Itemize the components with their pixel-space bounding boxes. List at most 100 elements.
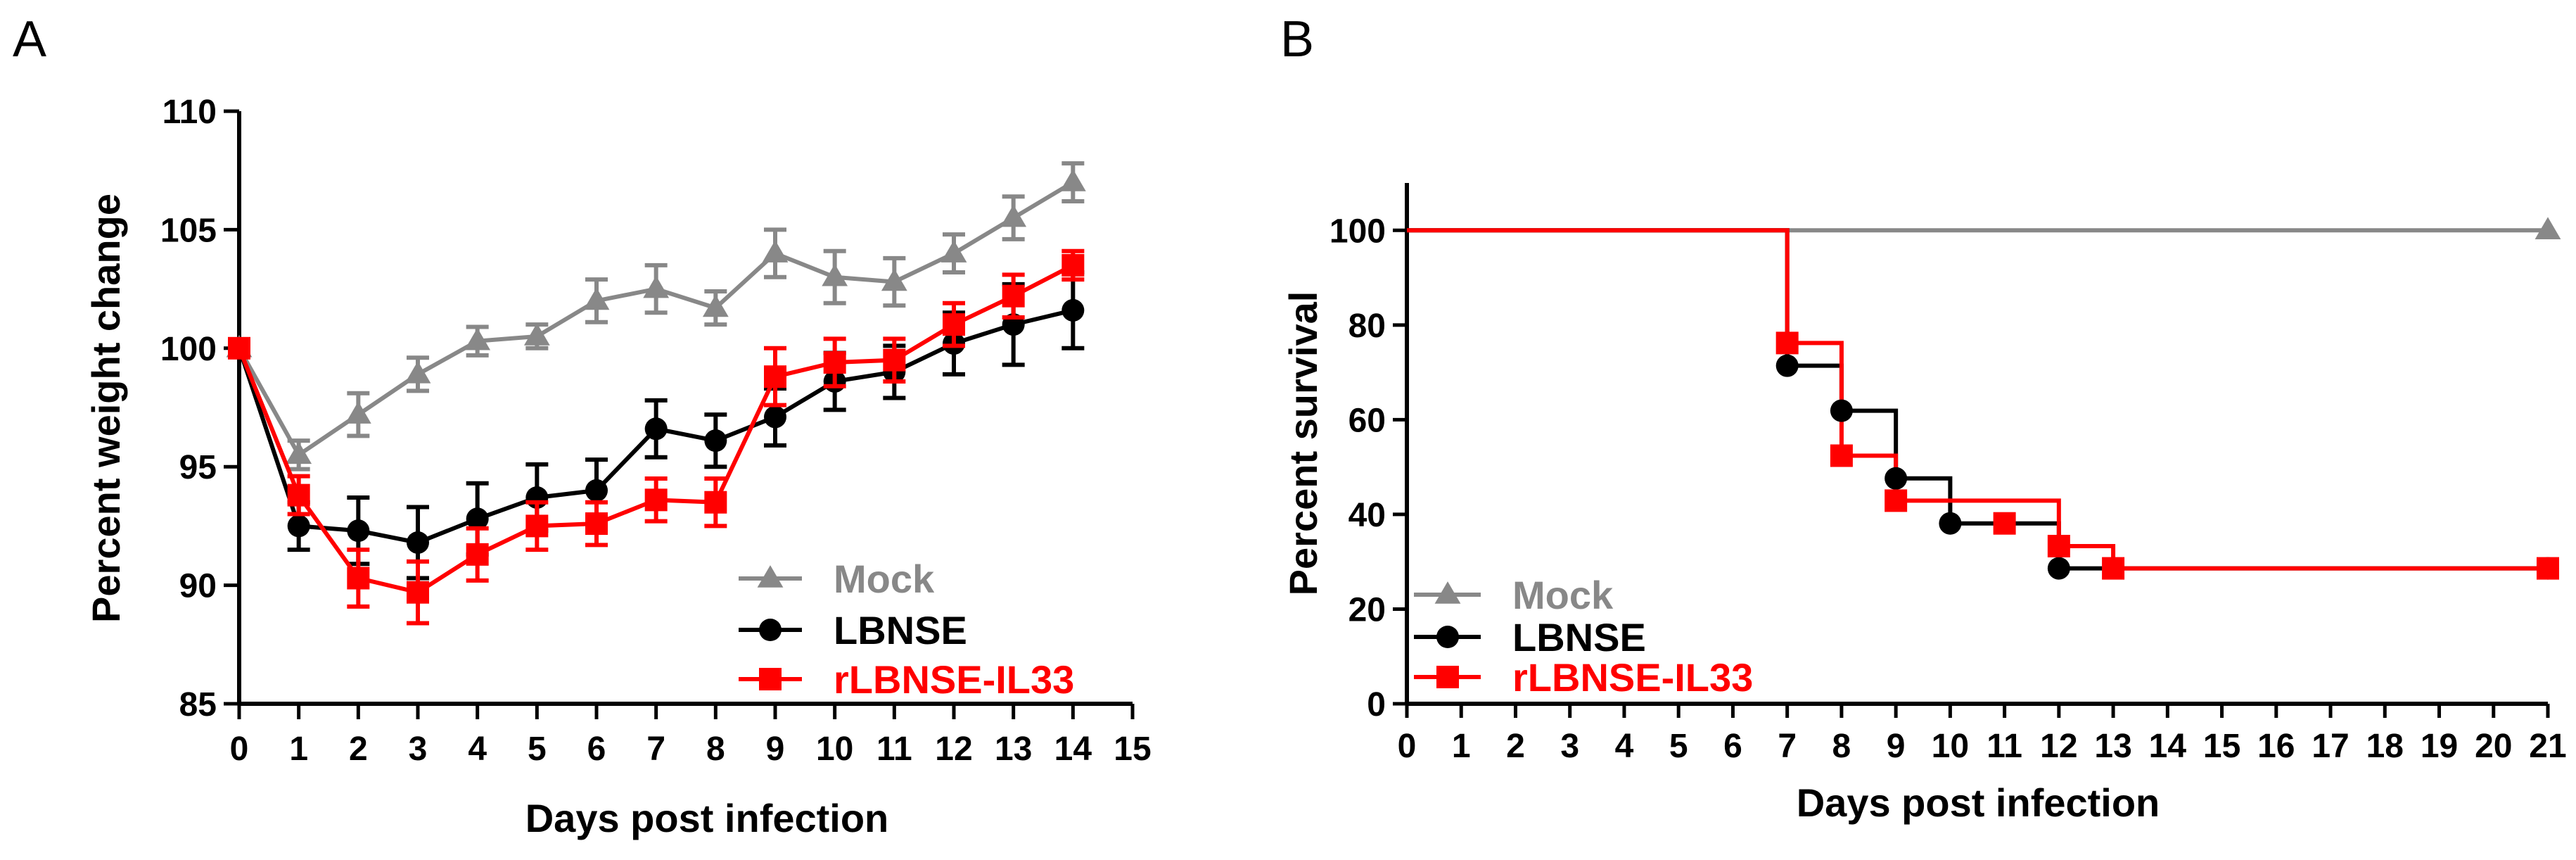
panel-a-point-lbnse bbox=[585, 479, 608, 502]
panel-a-point-mock bbox=[464, 327, 491, 350]
panel-b-y-tick-label: 80 bbox=[1348, 308, 1386, 345]
panel-b-x-tick-label: 7 bbox=[1778, 728, 1797, 765]
panel-a-y-tick-label: 90 bbox=[179, 568, 217, 605]
panel-b-point-mock bbox=[2534, 217, 2561, 240]
panel-a-point-lbnse bbox=[466, 507, 489, 531]
panel-a-y-axis-title: Percent weight change bbox=[84, 194, 128, 623]
panel-a-x-axis-title: Days post infection bbox=[525, 796, 889, 840]
panel-a-x-tick-label: 14 bbox=[1054, 731, 1092, 768]
panel-a: A 0 1 2 3 4 5 6 7 8 9 10 11 12 13 14 15859095100105110 … bbox=[13, 11, 1152, 840]
panel-b-curve-lbnse bbox=[1407, 228, 2548, 571]
panel-a-x-tick-label: 3 bbox=[409, 731, 428, 768]
panel-b-point-lbnse bbox=[1775, 354, 1799, 377]
panel-a-point-rlbnse-il33 bbox=[585, 512, 608, 536]
panel-a-point-lbnse bbox=[644, 417, 668, 441]
panel-a-point-mock bbox=[404, 361, 431, 384]
panel-b-point-rlbnse-il33 bbox=[2047, 534, 2070, 557]
legend-b-marker-mock bbox=[1434, 581, 1461, 604]
panel-a-point-rlbnse-il33 bbox=[764, 365, 786, 388]
panel-b-point-rlbnse-il33 bbox=[1993, 512, 2016, 535]
panel-b-letter: B bbox=[1280, 11, 1314, 68]
legend-b-label-rlbnse-il33: rLBNSE-IL33 bbox=[1512, 655, 1753, 700]
panel-a-point-mock bbox=[822, 263, 848, 286]
panel-b-y-tick-label: 60 bbox=[1348, 402, 1386, 439]
panel-b-point-rlbnse-il33 bbox=[1775, 331, 1799, 355]
panel-b-x-tick-label: 16 bbox=[2257, 728, 2295, 765]
panel-b-x-tick-label: 15 bbox=[2203, 728, 2240, 765]
panel-b-x-tick-label: 12 bbox=[2040, 728, 2077, 765]
panel-a-point-rlbnse-il33 bbox=[704, 491, 727, 514]
panel-a-x-tick-label: 9 bbox=[766, 731, 785, 768]
panel-b-x-tick-label: 20 bbox=[2475, 728, 2512, 765]
panel-a-point-mock bbox=[1059, 169, 1086, 191]
panel-a-point-mock bbox=[702, 294, 729, 317]
panel-b-point-rlbnse-il33 bbox=[2102, 557, 2125, 580]
panel-a-point-lbnse bbox=[764, 405, 786, 429]
panel-b-y-tick-label: 100 bbox=[1330, 213, 1386, 250]
panel-b-x-tick-label: 6 bbox=[1723, 728, 1742, 765]
panel-a-point-lbnse bbox=[347, 519, 370, 543]
panel-a-x-tick-label: 7 bbox=[646, 731, 665, 768]
panel-a-point-lbnse bbox=[1061, 298, 1085, 322]
panel-a-point-rlbnse-il33 bbox=[347, 567, 370, 590]
panel-a-x-tick-label: 8 bbox=[706, 731, 725, 768]
panel-a-point-rlbnse-il33 bbox=[228, 336, 250, 360]
panel-a-point-lbnse bbox=[704, 429, 727, 453]
legend-a-label-lbnse: LBNSE bbox=[834, 608, 967, 652]
panel-b-x-tick-label: 5 bbox=[1669, 728, 1688, 765]
panel-a-legend: Mock LBNSE rLBNSE-IL33 bbox=[739, 557, 1074, 702]
panel-b-x-tick-label: 18 bbox=[2366, 728, 2404, 765]
panel-b-series bbox=[1407, 217, 2561, 580]
panel-a-x-tick-label: 5 bbox=[528, 731, 547, 768]
panel-b-x-tick-label: 13 bbox=[2094, 728, 2131, 765]
legend-a-marker-lbnse bbox=[759, 619, 782, 641]
panel-b-curve-rlbnse-il33 bbox=[1407, 228, 2548, 571]
panel-b-x-tick-label: 1 bbox=[1452, 728, 1471, 765]
legend-a-marker-rlbnse-il33 bbox=[759, 668, 782, 690]
panel-a-point-rlbnse-il33 bbox=[287, 483, 310, 507]
panel-a-point-rlbnse-il33 bbox=[943, 313, 965, 336]
panel-b-x-tick-label: 9 bbox=[1887, 728, 1906, 765]
panel-b-point-lbnse bbox=[1939, 512, 1962, 535]
panel-b-y-tick-label: 40 bbox=[1348, 497, 1386, 534]
panel-a-point-mock bbox=[881, 268, 907, 291]
legend-b-label-mock: Mock bbox=[1512, 573, 1614, 617]
panel-a-point-mock bbox=[583, 287, 610, 310]
panel-a-x-tick-label: 12 bbox=[935, 731, 972, 768]
panel-b-point-lbnse bbox=[1830, 399, 1853, 422]
panel-a-point-mock bbox=[762, 240, 789, 263]
panel-a-x-tick-label: 13 bbox=[995, 731, 1032, 768]
panel-b-point-rlbnse-il33 bbox=[1885, 489, 1908, 512]
panel-a-point-rlbnse-il33 bbox=[823, 351, 846, 374]
legend-a-label-rlbnse-il33: rLBNSE-IL33 bbox=[834, 657, 1074, 702]
panel-b-x-tick-label: 11 bbox=[1987, 728, 2022, 765]
panel-a-x-tick-label: 0 bbox=[230, 731, 249, 768]
panel-b-point-lbnse bbox=[2047, 557, 2070, 580]
panel-b-x-tick-label: 3 bbox=[1560, 728, 1579, 765]
panel-b-axes: 0 1 2 3 4 5 6 7 8 9 10 11 12 13 14 15 16 17 18 19 20 21020406… bbox=[1330, 183, 2567, 765]
panel-b-x-tick-label: 19 bbox=[2421, 728, 2458, 765]
panel-a-point-rlbnse-il33 bbox=[407, 581, 429, 604]
panel-a-y-tick-label: 95 bbox=[179, 449, 217, 486]
panel-b-x-tick-label: 10 bbox=[1932, 728, 1969, 765]
panel-a-point-mock bbox=[523, 323, 550, 346]
panel-a-point-mock bbox=[1000, 204, 1027, 227]
panel-a-point-mock bbox=[286, 441, 312, 464]
panel-b-x-tick-label: 0 bbox=[1398, 728, 1417, 765]
panel-a-point-mock bbox=[643, 275, 670, 298]
panel-b-point-rlbnse-il33 bbox=[2537, 557, 2559, 580]
panel-b-x-tick-label: 21 bbox=[2529, 728, 2566, 765]
panel-b-x-tick-label: 17 bbox=[2312, 728, 2349, 765]
panel-a-y-tick-label: 110 bbox=[162, 94, 217, 131]
panel-b-x-tick-label: 2 bbox=[1506, 728, 1525, 765]
panel-a-point-mock bbox=[941, 240, 967, 263]
panel-a-y-tick-label: 105 bbox=[160, 212, 217, 249]
panel-a-point-lbnse bbox=[287, 514, 310, 538]
legend-a-marker-mock bbox=[757, 565, 784, 588]
panel-b-x-tick-label: 14 bbox=[2149, 728, 2187, 765]
panel-b-y-tick-label: 0 bbox=[1367, 686, 1386, 723]
legend-b-marker-rlbnse-il33 bbox=[1436, 666, 1459, 688]
panel-a-y-tick-label: 100 bbox=[160, 331, 217, 368]
